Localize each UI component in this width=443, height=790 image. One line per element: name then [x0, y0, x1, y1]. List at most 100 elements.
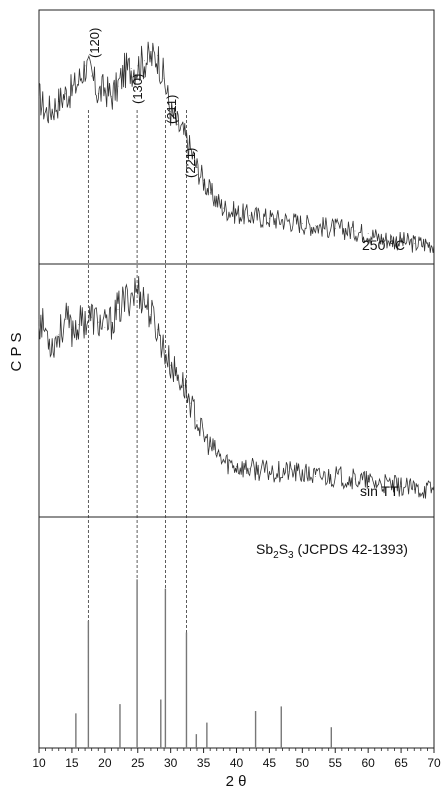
series-trace-2 — [38, 276, 435, 499]
series-2-point — [315, 476, 316, 477]
series-2-point — [130, 293, 132, 295]
series-1-point — [203, 179, 204, 181]
series-2-point — [150, 314, 152, 315]
peak-label-130: (130) — [130, 74, 145, 104]
series-1-point — [157, 55, 158, 57]
series-1-point — [130, 68, 132, 69]
series-2-point — [354, 478, 356, 480]
series-2-point — [170, 364, 172, 366]
series-2-point — [433, 488, 435, 490]
series-1-point — [249, 215, 251, 217]
panel-frame-2 — [38, 263, 435, 518]
series-2-point — [301, 473, 303, 475]
axes-layer — [38, 9, 435, 749]
series-1-point — [91, 75, 93, 77]
series-2-point — [45, 329, 46, 331]
panel3-label-s: S — [279, 541, 288, 557]
x-tick-label: 35 — [197, 756, 211, 770]
guide-lines — [87, 110, 187, 720]
series-2-point — [203, 435, 204, 437]
series-2-point — [51, 344, 53, 346]
series-1-point — [150, 57, 152, 59]
series-2-point — [216, 453, 218, 455]
series-1-point — [137, 65, 139, 67]
series-2-point — [190, 402, 191, 404]
series-1-point — [97, 93, 99, 95]
series-1-point — [315, 225, 316, 227]
tick-layer: 10 15 20 25 30 35 40 45 50 55 60 65 70 — [32, 748, 441, 770]
series-1-point — [216, 200, 218, 201]
series-2-point — [367, 481, 369, 482]
series-2-point — [64, 319, 66, 321]
panel3-label-sub1: 2 — [273, 550, 279, 561]
data-layer — [38, 41, 435, 748]
series-2-point — [117, 309, 119, 310]
series-1-point — [58, 101, 60, 102]
series-2-point — [124, 301, 125, 303]
series-2-point — [78, 324, 79, 326]
series-1-point — [71, 90, 73, 92]
series-2-point — [269, 471, 270, 472]
series-1-point — [124, 70, 125, 72]
series-1-point — [111, 95, 112, 97]
series-2-point — [84, 319, 86, 321]
series-1-point — [117, 85, 119, 87]
series-1-point — [269, 217, 270, 219]
series-2-point — [163, 349, 165, 351]
series-1-point — [143, 60, 145, 62]
x-tick-label: 45 — [263, 756, 277, 770]
series-1-point — [400, 240, 402, 242]
series-1-point — [367, 233, 369, 234]
series-2-point — [71, 329, 73, 331]
series-1-point — [190, 149, 191, 151]
series-1-point — [209, 192, 211, 194]
series-1-point — [354, 230, 356, 232]
x-tick-label: 60 — [361, 756, 375, 770]
series-1-point — [84, 65, 86, 67]
panel3-label: Sb2S3 (JCPDS 42-1393) — [256, 541, 408, 561]
series-2-point — [104, 326, 106, 328]
x-tick-label: 30 — [164, 756, 178, 770]
series-1-point — [64, 93, 66, 95]
series-2-point — [400, 486, 402, 488]
panel3-label-tail: (JCPDS 42-1393) — [294, 541, 408, 557]
series-1-point — [170, 111, 172, 112]
series-1-point — [288, 220, 290, 222]
y-axis-label: C P S — [8, 333, 25, 372]
series-1-point — [433, 243, 435, 245]
x-tick-label: 50 — [296, 756, 310, 770]
x-tick-label: 70 — [427, 756, 441, 770]
panel3-label-sub2: 3 — [288, 550, 294, 561]
series-1-point — [51, 108, 53, 110]
series-2-point — [334, 476, 336, 477]
series-1-point — [176, 123, 178, 125]
x-tick-label: 15 — [65, 756, 79, 770]
series-2-point — [143, 299, 145, 300]
panel3-label-sb: Sb — [256, 541, 273, 557]
series-2-point — [288, 471, 290, 472]
series-1-point — [236, 212, 237, 214]
panel1-label: 250 °C — [362, 237, 405, 253]
series-2-point — [97, 321, 99, 323]
series-2-point — [176, 374, 178, 376]
series-1-point — [104, 88, 106, 90]
x-axis-label: 2 θ — [226, 773, 247, 790]
series-1-point — [334, 228, 336, 229]
series-2-point — [38, 319, 40, 321]
series-1-point — [45, 111, 46, 112]
series-2-point — [111, 321, 112, 323]
x-tick-label: 55 — [329, 756, 343, 770]
series-1-point — [380, 238, 382, 240]
series-1-point — [222, 207, 224, 209]
series-1-point — [183, 134, 185, 135]
series-2-point — [209, 445, 211, 447]
x-tick-label: 10 — [32, 756, 46, 770]
series-2-point — [137, 288, 139, 290]
peak-label-120: (120) — [87, 28, 102, 58]
series-1-point — [163, 78, 165, 79]
x-tick-label: 20 — [98, 756, 112, 770]
series-2-point — [196, 420, 198, 422]
series-2-point — [157, 329, 158, 331]
peak-label-221: (221) — [183, 148, 198, 178]
